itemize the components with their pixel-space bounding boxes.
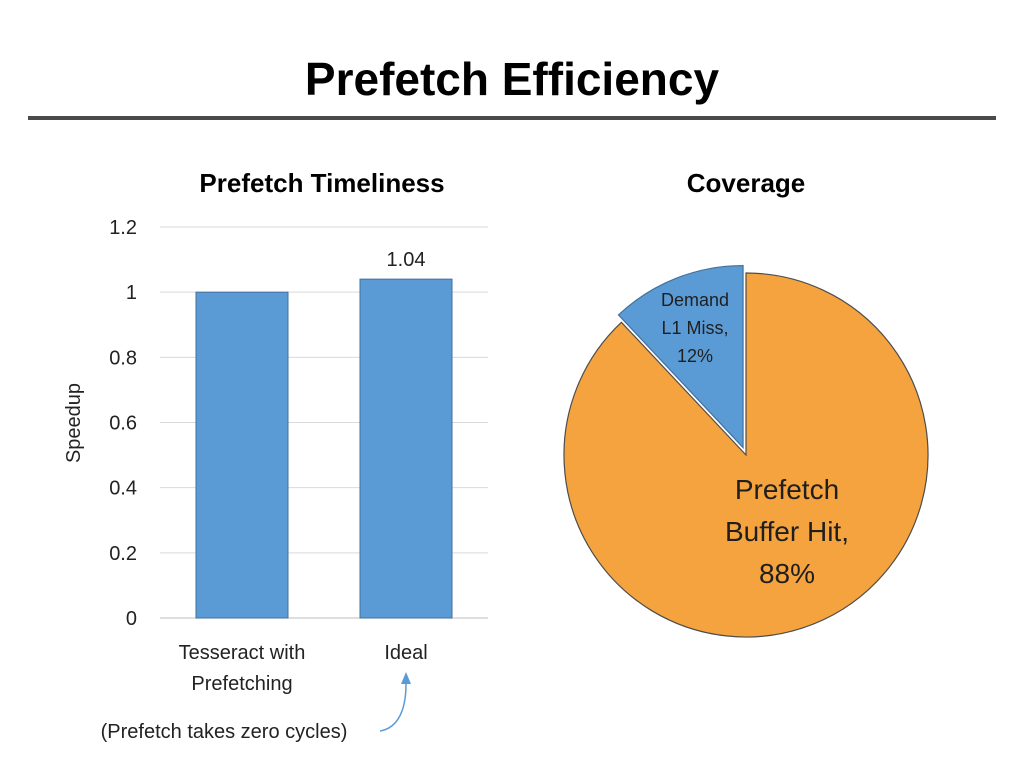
bar — [359, 278, 453, 619]
y-tick-label: 1 — [126, 282, 137, 304]
y-tick-label: 1.2 — [109, 217, 137, 239]
y-axis-title: Speedup — [63, 383, 85, 463]
y-tick-label: 0.4 — [109, 478, 137, 500]
y-tick-label: 0 — [126, 608, 137, 630]
pie-slice — [563, 272, 929, 638]
category-label: Ideal — [384, 642, 427, 664]
y-tick-label: 0.6 — [109, 413, 137, 435]
pie-slice-label: Demand L1 Miss, 12% — [661, 290, 729, 366]
bar-series: 1.04 — [195, 249, 453, 619]
pie-chart-title: Coverage — [687, 168, 806, 198]
annotation-text: (Prefetch takes zero cycles) — [101, 721, 348, 743]
bar-data-label: 1.04 — [387, 249, 426, 271]
pie-slice — [617, 264, 744, 450]
annotation-arrowhead — [401, 672, 411, 684]
pie-slice-label: Prefetch Buffer Hit, 88% — [725, 474, 849, 589]
y-tick-label: 0.8 — [109, 347, 137, 369]
title-divider — [28, 116, 996, 120]
bar-chart-title: Prefetch Timeliness — [199, 168, 444, 198]
annotation-arrow — [379, 683, 407, 732]
category-label: Tesseract with Prefetching — [179, 642, 306, 695]
pie-series: Demand L1 Miss, 12% Prefetch Buffer Hit, 88% — [563, 264, 929, 638]
bar-y-ticks: 0 0.2 0.4 0.6 0.8 1 1.2 — [109, 217, 137, 630]
bar-categories: Tesseract with Prefetching Ideal — [179, 642, 428, 695]
bar — [195, 291, 289, 619]
y-tick-label: 0.2 — [109, 543, 137, 565]
slide-title: Prefetch Efficiency — [304, 53, 720, 105]
